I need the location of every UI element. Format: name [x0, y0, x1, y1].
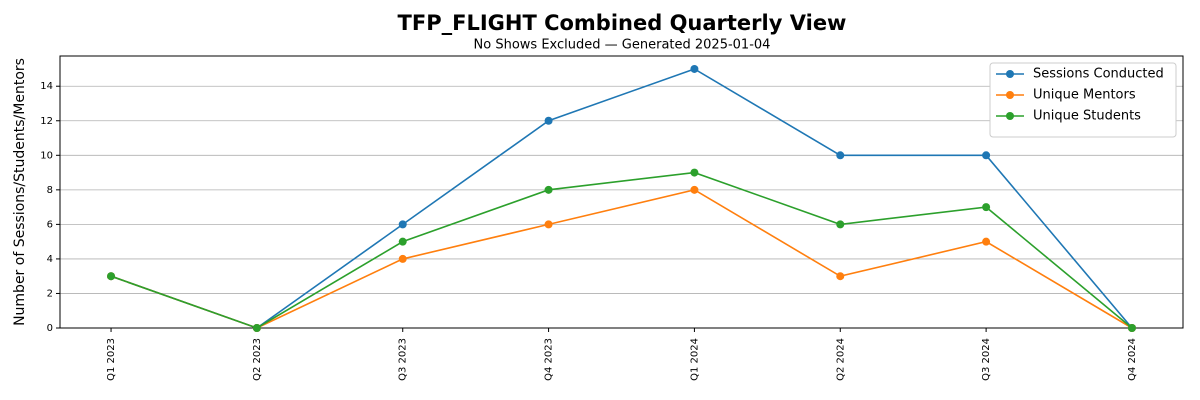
point: [107, 272, 116, 281]
legend-marker: [1006, 70, 1014, 78]
y-tick-label: 14: [40, 81, 53, 92]
point: [398, 254, 407, 263]
point: [690, 168, 699, 177]
point: [1127, 324, 1136, 332]
point: [836, 220, 845, 229]
x-tick-label: Q3 2023: [398, 338, 409, 381]
legend-marker: [1006, 112, 1014, 120]
chart-subtitle: No Shows Excluded — Generated 2025-01-04: [474, 38, 771, 53]
point: [982, 151, 991, 160]
point: [398, 220, 407, 229]
point: [544, 185, 553, 194]
x-tick-label: Q2 2023: [252, 338, 263, 381]
point: [690, 185, 699, 194]
legend-marker: [1006, 91, 1014, 99]
series-line: [110, 188, 1133, 329]
x-tick-label: Q4 2024: [1127, 338, 1138, 381]
x-tick-label: Q1 2023: [106, 338, 117, 381]
chart-title: TFP_FLIGHT Combined Quarterly View: [398, 11, 847, 35]
point: [982, 203, 991, 212]
point: [252, 324, 261, 332]
y-tick-label: 6: [47, 219, 53, 230]
y-tick-label: 2: [47, 288, 53, 299]
x-tick-label: Q1 2024: [689, 338, 700, 381]
point: [690, 64, 699, 73]
x-tick-label: Q4 2023: [544, 338, 555, 381]
x-tick-label: Q2 2024: [835, 338, 846, 381]
y-tick-label: 4: [47, 254, 53, 265]
legend-label: Sessions Conducted: [1033, 67, 1164, 82]
y-tick-label: 8: [47, 185, 53, 196]
series-line: [110, 68, 1133, 329]
series-line: [110, 171, 1133, 329]
plot-frame: [59, 55, 1184, 329]
legend-box: [989, 62, 1177, 138]
point: [544, 220, 553, 229]
point: [544, 116, 553, 125]
point: [982, 237, 991, 246]
y-axis-label: Number of Sessions/Students/Mentors: [12, 58, 28, 326]
x-tick-label: Q3 2024: [981, 338, 992, 381]
point: [398, 237, 407, 246]
point: [836, 272, 845, 281]
point: [836, 151, 845, 160]
y-tick-label: 0: [47, 323, 53, 334]
legend-label: Unique Mentors: [1033, 88, 1136, 103]
legend-label: Unique Students: [1033, 109, 1141, 124]
y-tick-label: 12: [40, 116, 53, 127]
y-tick-label: 10: [40, 150, 53, 161]
